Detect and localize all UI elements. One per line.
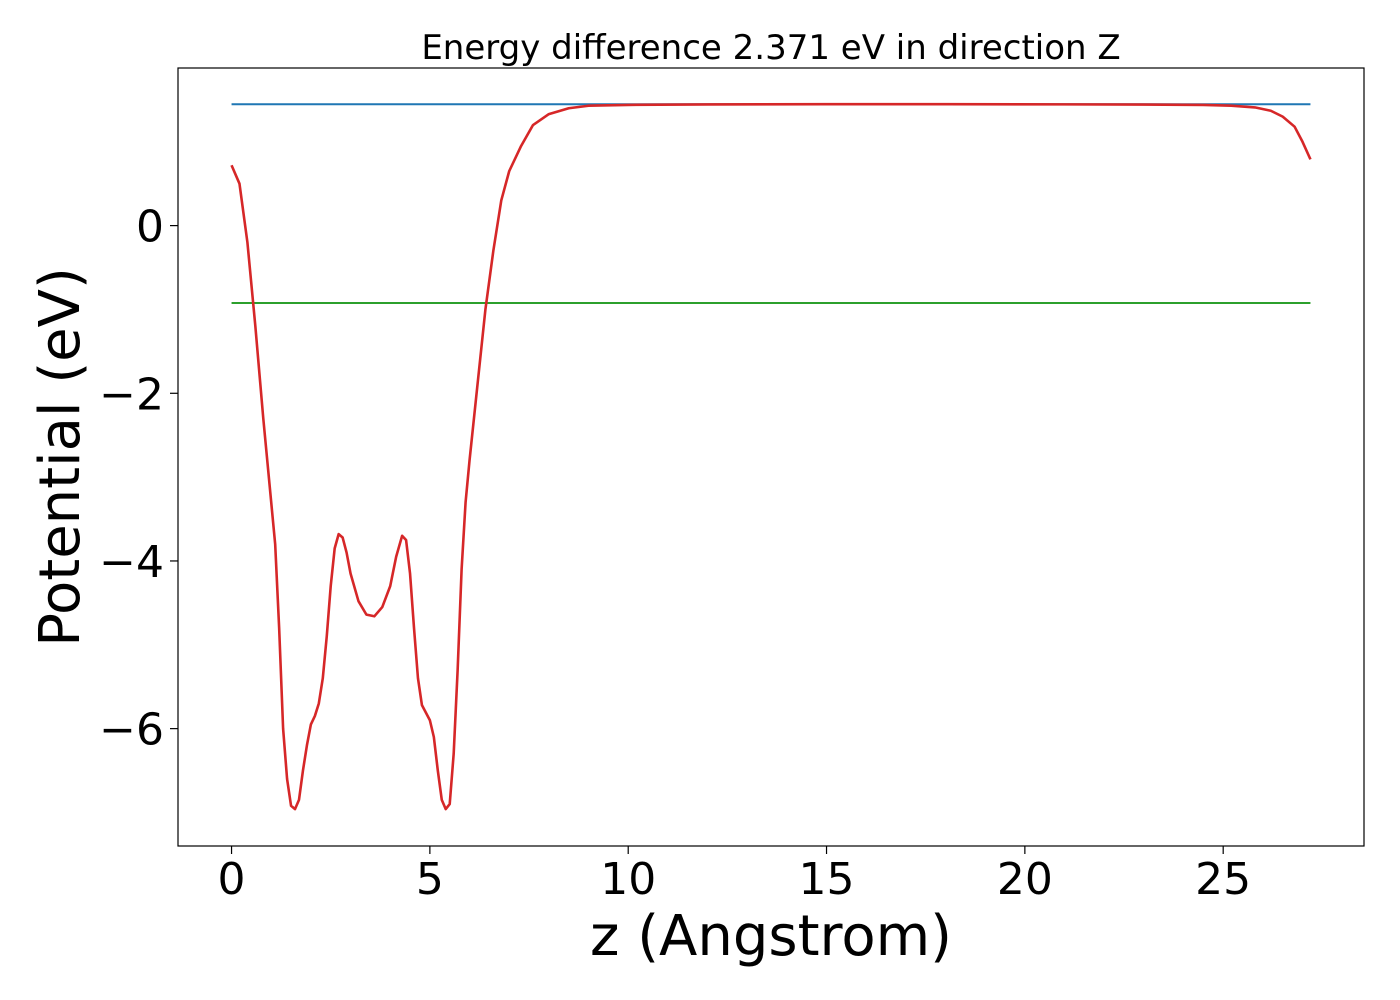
x-tick-label: 5 — [416, 854, 444, 905]
y-tick-label: −2 — [99, 369, 164, 420]
y-axis-label: Potential (eV) — [28, 267, 93, 647]
x-tick-label: 10 — [600, 854, 656, 905]
x-tick-label: 0 — [218, 854, 246, 905]
plot-frame — [177, 67, 1365, 847]
x-axis-label: z (Angstrom) — [590, 904, 952, 969]
x-tick-label: 15 — [799, 854, 855, 905]
y-tick-label: −6 — [99, 705, 164, 756]
series-line-3 — [230, 102, 1312, 811]
y-tick-label: −4 — [99, 537, 164, 588]
x-tick-label: 20 — [997, 854, 1053, 905]
x-axis-ticks: 0 5 10 15 20 25 — [218, 846, 1251, 905]
series-layer — [230, 102, 1312, 811]
y-tick-label: 0 — [136, 202, 164, 253]
y-axis-ticks: 0 −2 −4 −6 — [99, 202, 178, 756]
x-tick-label: 25 — [1195, 854, 1251, 905]
chart-title: Energy difference 2.371 eV in direction … — [421, 28, 1120, 68]
